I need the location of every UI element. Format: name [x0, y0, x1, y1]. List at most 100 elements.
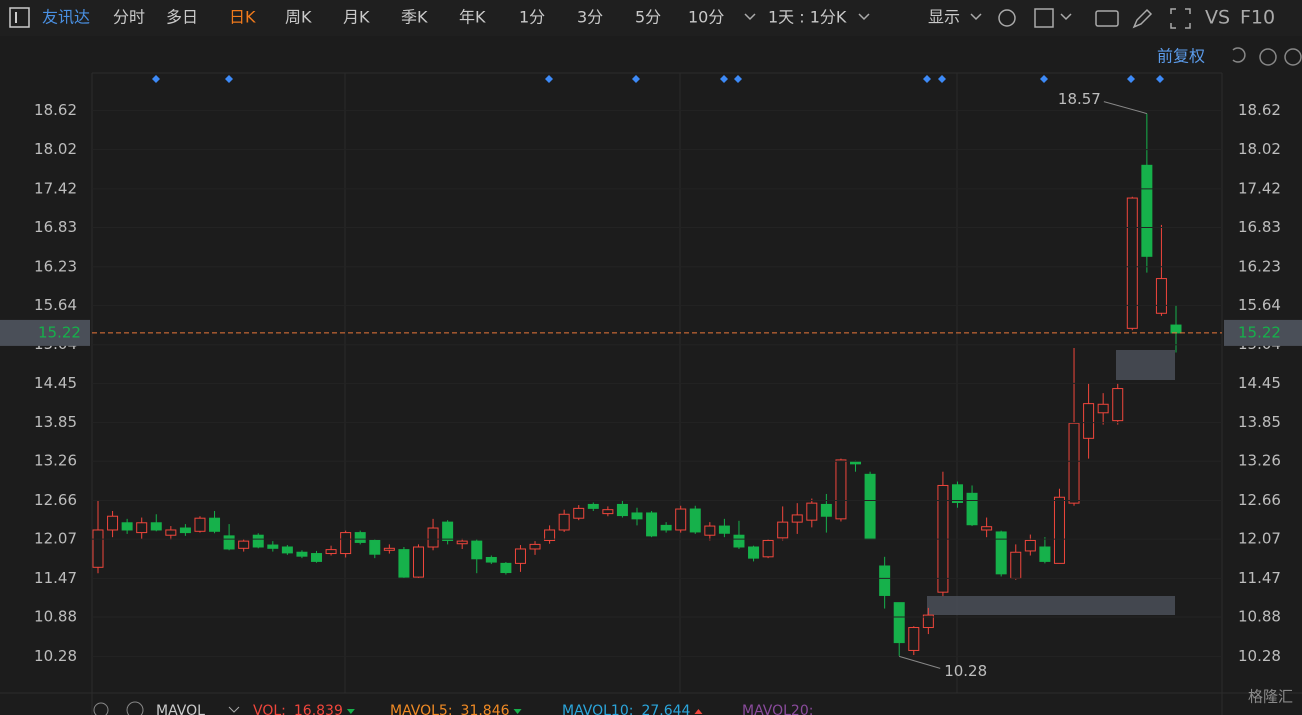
camera-icon[interactable]	[1095, 10, 1119, 27]
candle-body	[471, 540, 483, 560]
toolbar	[0, 0, 1302, 36]
period-tab[interactable]: 季K	[401, 8, 428, 27]
indicator-label: MAVOL5:	[390, 703, 453, 715]
zoom-out-icon[interactable]	[1259, 48, 1277, 66]
candle-body	[194, 517, 206, 532]
y-tick-label: 17.42	[34, 179, 77, 197]
candle-body	[850, 461, 862, 465]
event-marker	[923, 75, 931, 83]
y-tick-label: 16.83	[34, 218, 77, 236]
candle-body	[646, 512, 658, 537]
f10-button[interactable]: F10	[1240, 7, 1275, 29]
settings-icon[interactable]	[93, 702, 109, 715]
candle-body	[1083, 403, 1095, 439]
y-tick-label: 12.07	[34, 530, 77, 548]
candle-body	[150, 522, 162, 531]
zoom-in-icon[interactable]	[1284, 48, 1302, 66]
period-tab[interactable]: 5分	[635, 8, 661, 27]
candle-body	[587, 503, 599, 509]
indicator-value: 31.846	[461, 703, 510, 715]
candle-body	[1141, 164, 1153, 257]
candle-body	[1068, 422, 1080, 504]
y-tick-label: 10.28	[1238, 647, 1281, 665]
gap-zone	[927, 596, 1175, 615]
candle-body	[267, 544, 279, 549]
candle-body	[1097, 403, 1109, 414]
period-tab[interactable]: 年K	[459, 8, 486, 27]
draw-icon[interactable]	[1132, 8, 1153, 29]
indicator-label: VOL:	[253, 703, 286, 715]
vs-button[interactable]: VS	[1205, 7, 1230, 29]
candle-body	[529, 543, 541, 550]
candle-body	[165, 529, 177, 536]
y-tick-label: 12.07	[1238, 530, 1281, 548]
candle-body	[966, 492, 978, 526]
event-marker	[152, 75, 160, 83]
indicator-label: MAVOL20:	[742, 703, 813, 715]
period-tab[interactable]: 多日	[166, 8, 198, 27]
period-tab[interactable]: 1分	[519, 8, 545, 27]
period-tab[interactable]: 日K	[229, 8, 256, 27]
event-marker	[545, 75, 553, 83]
candle-body	[1024, 539, 1036, 552]
candle-body	[908, 627, 920, 651]
candle-body	[311, 553, 323, 562]
candle-body	[442, 521, 454, 541]
last-price-box	[0, 319, 90, 346]
candle-body	[820, 503, 832, 517]
y-tick-label: 13.26	[1238, 452, 1281, 470]
period-tab[interactable]: 3分	[577, 8, 603, 27]
y-tick-label: 16.23	[34, 257, 77, 275]
event-marker	[1127, 75, 1135, 83]
candle-body	[412, 546, 424, 578]
stock-name[interactable]: 友讯达	[42, 8, 90, 27]
trend-arrow	[346, 709, 355, 714]
y-tick-label: 14.45	[34, 374, 77, 392]
candle-body	[223, 535, 235, 550]
settings-icon[interactable]	[998, 9, 1016, 27]
candle-body	[616, 503, 628, 517]
candle-body	[92, 529, 104, 568]
candle-body	[1112, 388, 1124, 422]
menu-icon[interactable]	[9, 7, 30, 28]
close-icon[interactable]	[126, 701, 144, 715]
candle-body	[981, 526, 993, 531]
gap-zone	[1116, 350, 1175, 380]
candle-body	[631, 512, 643, 520]
layout-icon[interactable]	[1034, 8, 1054, 28]
candle-body	[922, 614, 934, 629]
period-selector[interactable]: 1天 : 1分K	[768, 8, 847, 27]
last-price-label: 15.22	[38, 323, 81, 341]
candle-body	[1155, 278, 1167, 314]
candle-body	[1053, 496, 1065, 564]
adjust-mode[interactable]: 前复权	[1157, 47, 1205, 66]
candle-body	[514, 548, 526, 564]
y-tick-label: 11.47	[34, 569, 77, 587]
last-price-label: 15.22	[1238, 323, 1281, 341]
candle-body	[398, 549, 410, 578]
candle-body	[835, 459, 847, 520]
period-tab[interactable]: 月K	[343, 8, 370, 27]
candle-body	[500, 562, 512, 574]
y-tick-label: 18.02	[1238, 140, 1281, 158]
reset-icon[interactable]	[1232, 47, 1246, 63]
trend-arrow	[694, 709, 703, 714]
y-tick-label: 14.45	[1238, 374, 1281, 392]
period-tab[interactable]: 分时	[113, 8, 145, 27]
candle-body	[340, 532, 352, 555]
event-marker	[1156, 75, 1164, 83]
annotation-line	[1103, 101, 1147, 115]
candle-body	[675, 508, 687, 531]
candle-body	[325, 549, 337, 555]
candle-body	[879, 565, 891, 596]
event-marker	[1040, 75, 1048, 83]
fullscreen-icon[interactable]	[1170, 8, 1191, 29]
period-tab[interactable]: 周K	[285, 8, 312, 27]
annotation-line	[899, 655, 941, 669]
candle-body	[456, 540, 468, 545]
y-tick-label: 13.85	[34, 413, 77, 431]
display-button[interactable]: 显示	[928, 8, 960, 27]
candle-body	[777, 521, 789, 539]
candle-body	[660, 524, 672, 531]
period-tab[interactable]: 10分	[688, 8, 724, 27]
